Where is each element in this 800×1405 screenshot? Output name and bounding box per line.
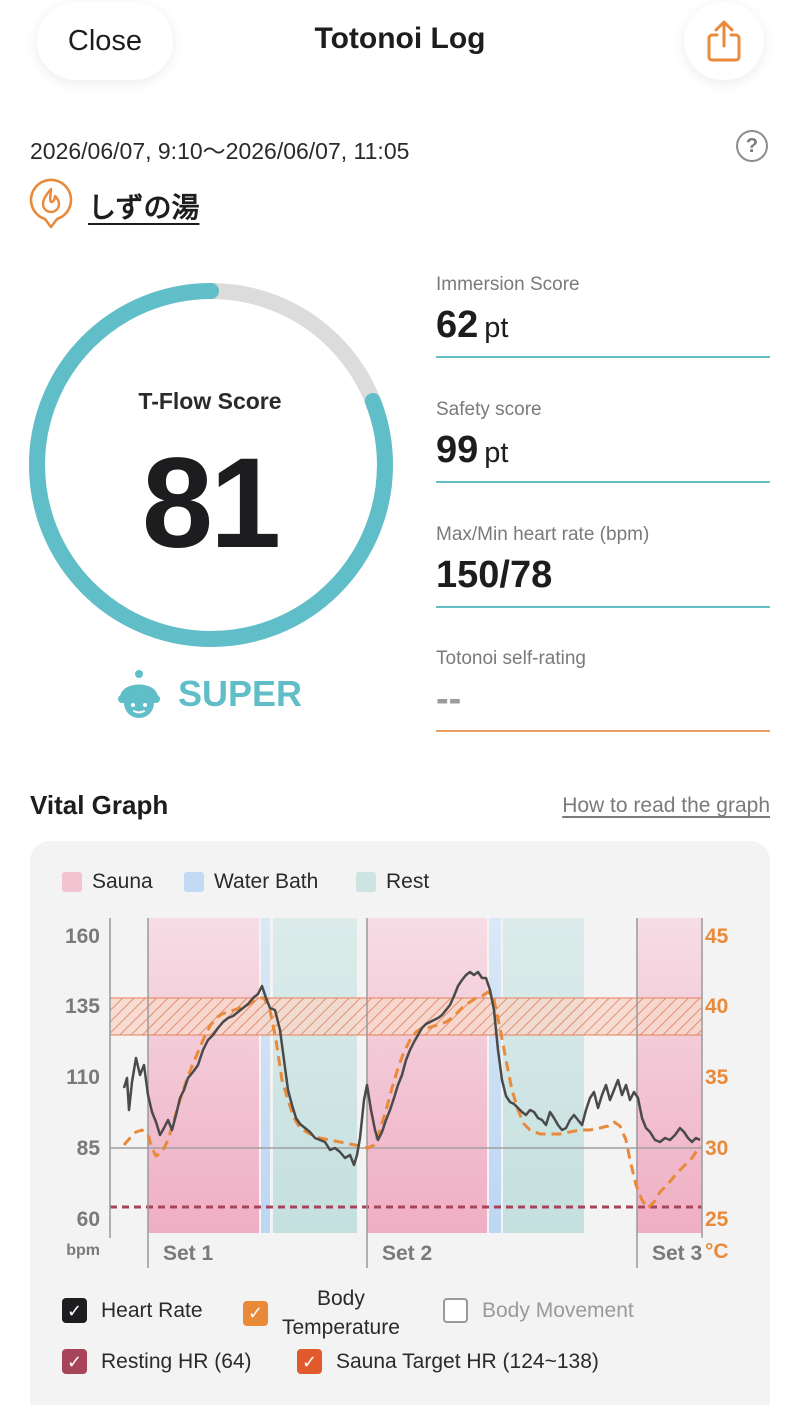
sauna-location-icon — [29, 178, 73, 229]
toggle-heart-rate[interactable]: ✓ Heart Rate — [62, 1298, 203, 1323]
divider — [436, 356, 770, 358]
sauna-hat-icon — [118, 670, 160, 718]
rest-swatch — [356, 872, 376, 892]
checkbox[interactable] — [443, 1298, 468, 1323]
metric-label: Safety score — [436, 399, 542, 420]
page-title: Totonoi Log — [314, 22, 486, 55]
vital-graph-title: Vital Graph — [30, 790, 169, 820]
rank-badge: SUPER — [116, 668, 302, 720]
water-bath-swatch — [184, 872, 204, 892]
checkbox[interactable]: ✓ — [62, 1349, 87, 1374]
check-icon: ✓ — [66, 1351, 83, 1372]
metric-label: Max/Min heart rate (bpm) — [436, 524, 650, 545]
legend-label: Rest — [386, 870, 430, 893]
rank-label: SUPER — [178, 673, 303, 714]
toggle-body-temperature[interactable]: ✓ Body Temperature — [243, 1284, 400, 1342]
close-button[interactable]: Close — [37, 2, 173, 80]
legend-label: Sauna — [92, 870, 153, 893]
legend-rest: Rest — [356, 870, 429, 894]
divider — [436, 481, 770, 483]
self-rating-value[interactable]: -- — [436, 678, 462, 720]
help-icon[interactable]: ? — [736, 130, 768, 162]
t-flow-score-value: 81 — [141, 432, 281, 575]
legend-label: Water Bath — [214, 870, 319, 893]
facility-link[interactable]: しずの湯 — [88, 192, 200, 223]
metric-label: Immersion Score — [436, 274, 580, 295]
checkbox[interactable]: ✓ — [297, 1349, 322, 1374]
checkbox-label: Body Temperature — [282, 1287, 400, 1339]
checkbox-label: Sauna Target HR (124~138) — [336, 1349, 599, 1373]
divider — [436, 730, 770, 732]
metric-value: 150/78 — [436, 554, 553, 596]
t-flow-gauge — [29, 283, 393, 647]
checkbox-label: Body Movement — [482, 1298, 634, 1322]
sauna-swatch — [62, 872, 82, 892]
share-icon — [707, 20, 741, 62]
toggle-body-movement[interactable]: Body Movement — [443, 1298, 634, 1323]
metric-value: 99 pt — [436, 429, 509, 471]
toggle-resting-hr[interactable]: ✓ Resting HR (64) — [62, 1349, 252, 1374]
session-datetime: 2026/06/07, 9:10～2026/06/07, 11:05 — [30, 138, 410, 164]
legend-sauna: Sauna — [62, 870, 153, 894]
legend-water-bath: Water Bath — [184, 870, 318, 894]
checkbox[interactable]: ✓ — [62, 1298, 87, 1323]
checkbox-label: Resting HR (64) — [101, 1349, 252, 1373]
divider — [436, 606, 770, 608]
check-icon: ✓ — [66, 1300, 83, 1321]
gauge-progress — [29, 283, 393, 647]
toggle-sauna-target-hr[interactable]: ✓ Sauna Target HR (124~138) — [297, 1349, 599, 1374]
checkbox-label: Heart Rate — [101, 1298, 203, 1322]
check-icon: ✓ — [301, 1351, 318, 1372]
header: Close Totonoi Log — [0, 0, 800, 90]
how-to-read-link[interactable]: How to read the graph — [562, 794, 770, 817]
share-button[interactable] — [684, 2, 764, 80]
checkbox[interactable]: ✓ — [243, 1300, 268, 1326]
metric-label: Totonoi self-rating — [436, 648, 586, 669]
metric-value: 62 pt — [436, 304, 509, 346]
check-icon: ✓ — [247, 1303, 264, 1323]
t-flow-score-label: T-Flow Score — [138, 388, 282, 414]
